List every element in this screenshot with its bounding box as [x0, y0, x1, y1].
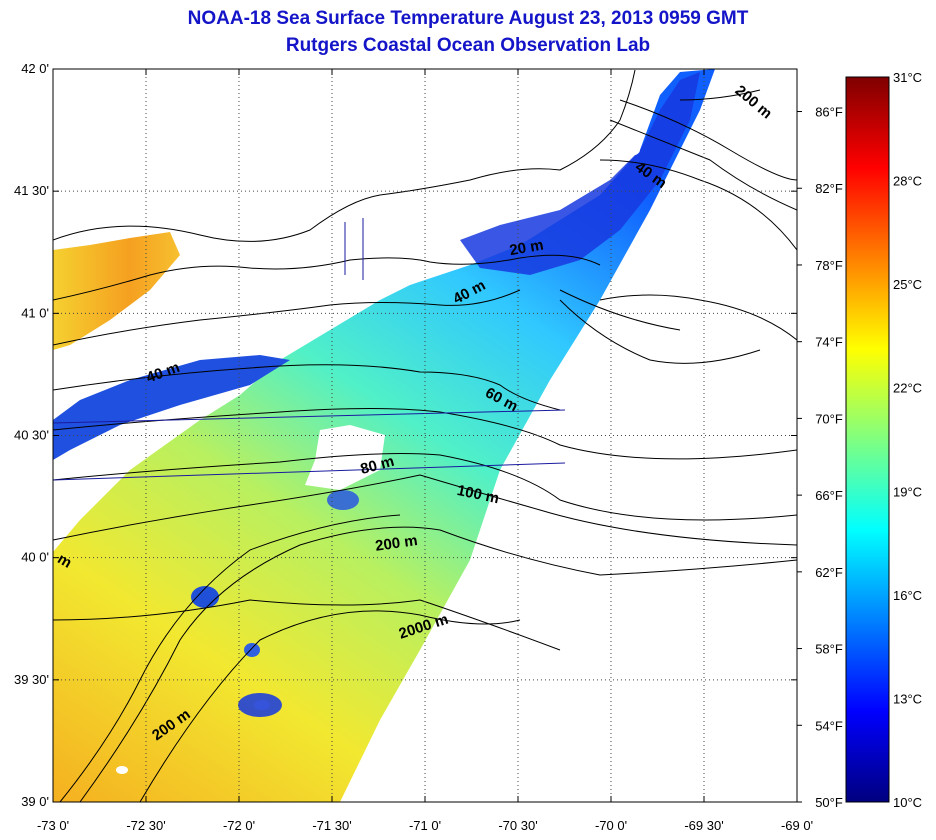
colorbar-celsius-label: 22°C	[893, 381, 922, 396]
lon-tick-label: -69 30'	[684, 818, 723, 833]
lat-tick-label: 41 30'	[14, 183, 49, 198]
lon-tick-label: -72 30'	[126, 818, 165, 833]
fahrenheit-label: 78°F	[815, 258, 843, 273]
fahrenheit-tick-labels: 86°F 82°F 78°F 74°F 70°F 66°F 62°F 58°F 54°F 50°F	[815, 105, 843, 810]
colorbar-celsius-label: 25°C	[893, 277, 922, 292]
fahrenheit-label: 62°F	[815, 565, 843, 580]
sst-cold-nearshore	[460, 72, 700, 275]
lon-tick-label: -70 30'	[498, 818, 537, 833]
cloud-gap	[305, 425, 385, 490]
sst-long-island	[53, 232, 180, 350]
fahrenheit-label: 74°F	[815, 335, 843, 350]
fahrenheit-label: 50°F	[815, 795, 843, 810]
colorbar-celsius-label: 19°C	[893, 484, 922, 499]
lat-tick-label: 40 30'	[14, 428, 49, 443]
lon-tick-labels: -73 0' -72 30' -72 0' -71 30' -71 0' -70 30' -…	[37, 818, 813, 833]
depth-contour-label: 200 m	[732, 82, 776, 122]
colorbar	[845, 76, 890, 803]
colorbar-celsius-label: 28°C	[893, 174, 922, 189]
lon-tick-label: -71 30'	[312, 818, 351, 833]
fahrenheit-label: 58°F	[815, 642, 843, 657]
lon-tick-label: -72 0'	[223, 818, 255, 833]
colorbar-celsius-label: 10°C	[893, 795, 922, 810]
map-title: NOAA-18 Sea Surface Temperature August 2…	[187, 8, 749, 29]
coastline-contours	[53, 69, 797, 802]
lat-tick-label: 41 0'	[21, 305, 49, 320]
lat-tick-label: 42 0'	[21, 61, 49, 76]
lon-tick-label: -70 0'	[595, 818, 627, 833]
fahrenheit-label: 54°F	[815, 718, 843, 733]
colorbar-celsius-label: 16°C	[893, 588, 922, 603]
lon-tick-label: -69 0'	[781, 818, 813, 833]
fahrenheit-label: 86°F	[815, 105, 843, 120]
fahrenheit-label: 70°F	[815, 411, 843, 426]
colorbar-celsius-label: 13°C	[893, 691, 922, 706]
track-lines	[53, 218, 566, 481]
lon-tick-label: -71 0'	[409, 818, 441, 833]
colorbar-celsius-label: 31°C	[893, 70, 922, 85]
graticule	[53, 69, 797, 802]
sst-cold-coastal	[53, 355, 290, 460]
depth-contour-label: 200 m	[374, 532, 418, 555]
lat-tick-labels: 42 0' 41 30' 41 0' 40 30' 40 0' 39 30' 39 0'	[14, 61, 49, 809]
sst-imagery	[53, 69, 715, 802]
lat-tick-label: 39 30'	[14, 672, 49, 687]
fahrenheit-label: 82°F	[815, 181, 843, 196]
lon-tick-label: -73 0'	[37, 818, 69, 833]
colorbar-celsius-labels: 31°C 28°C 25°C 22°C 19°C 16°C 13°C 10°C	[893, 70, 922, 810]
map-subtitle: Rutgers Coastal Ocean Observation Lab	[285, 35, 651, 56]
lat-tick-label: 39 0'	[21, 794, 49, 809]
coastline	[53, 69, 636, 242]
lat-tick-label: 40 0'	[21, 550, 49, 565]
depth-contour-label: 20 m	[508, 236, 545, 259]
fahrenheit-label: 66°F	[815, 488, 843, 503]
